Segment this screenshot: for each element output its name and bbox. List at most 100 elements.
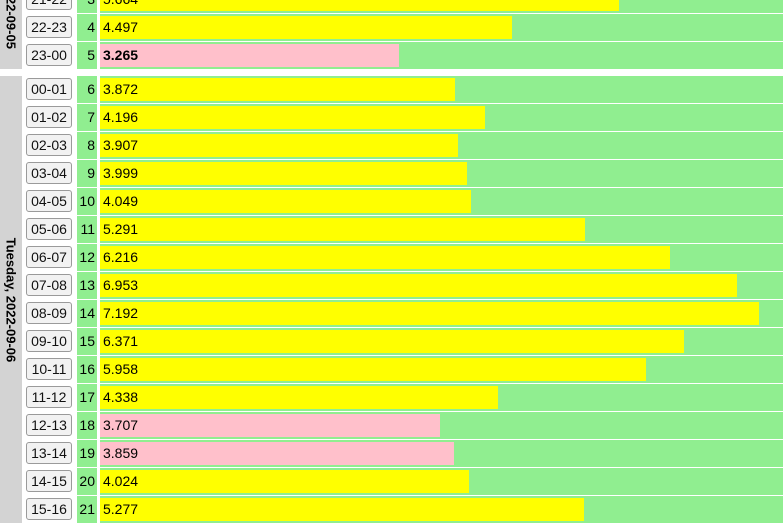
hour-row: 10-11 16 5.958 [0,356,783,384]
value-label: 3.859 [103,445,139,461]
hour-label: 01-02 [26,106,72,128]
hour-label: 11-12 [26,386,72,408]
value-bar [100,358,646,381]
hour-label: 07-08 [26,274,72,296]
hour-label: 04-05 [26,190,72,212]
bar-track: 7.192 [100,300,783,327]
value-bar [100,246,670,269]
value-label: 6.371 [103,333,139,349]
value-label: 3.907 [103,137,139,153]
bar-track: 3.999 [100,160,783,187]
value-label: 5.291 [103,221,139,237]
row-index: 18 [77,412,97,439]
row-index: 5 [77,42,97,69]
hour-row: 11-12 17 4.338 [0,384,783,412]
hour-label: 22-23 [26,16,72,38]
hour-row: 05-06 11 5.291 [0,216,783,244]
hour-row: 08-09 14 7.192 [0,300,783,328]
value-bar [100,442,454,465]
day-separator [0,71,783,76]
value-bar [100,330,684,353]
value-bar [100,106,485,129]
hour-label: 05-06 [26,218,72,240]
value-bar [100,78,455,101]
value-bar [100,498,584,521]
hour-row: 04-05 10 4.049 [0,188,783,216]
value-bar [100,162,467,185]
day-column: Tuesday, 2022-09-06 [0,76,22,523]
value-bar [100,0,619,11]
bar-track: 3.872 [100,76,783,103]
bar-track: 5.664 [100,0,783,13]
value-label: 3.265 [103,47,139,63]
row-index: 21 [77,496,97,523]
row-index: 8 [77,132,97,159]
row-index: 7 [77,104,97,131]
hour-label: 02-03 [26,134,72,156]
row-index: 19 [77,440,97,467]
value-label: 5.277 [103,501,139,517]
bar-track: 4.338 [100,384,783,411]
value-bar [100,470,469,493]
day-column: Monday, 2022-09-05 [0,0,22,69]
row-index: 16 [77,356,97,383]
bar-track: 6.216 [100,244,783,271]
bar-track: 6.371 [100,328,783,355]
row-index: 13 [77,272,97,299]
hour-label: 14-15 [26,470,72,492]
value-label: 5.664 [103,0,138,13]
bar-track: 5.277 [100,496,783,523]
hour-row: 23-00 5 3.265 [0,42,783,70]
row-index: 14 [77,300,97,327]
hour-row: 12-13 18 3.707 [0,412,783,440]
bar-track: 6.953 [100,272,783,299]
value-bar [100,44,399,67]
row-index: 15 [77,328,97,355]
bar-track: 4.049 [100,188,783,215]
row-index: 12 [77,244,97,271]
hour-row: 22-23 4 4.497 [0,14,783,42]
value-label: 4.196 [103,109,139,125]
hour-row: 09-10 15 6.371 [0,328,783,356]
hour-label: 00-01 [26,78,72,100]
row-index: 20 [77,468,97,495]
bar-track: 3.859 [100,440,783,467]
value-label: 4.024 [103,473,139,489]
hour-row: 15-16 21 5.277 [0,496,783,524]
bar-track: 3.265 [100,42,783,69]
row-index: 9 [77,160,97,187]
row-index: 17 [77,384,97,411]
value-label: 5.958 [103,361,139,377]
value-bar [100,386,498,409]
hour-label: 13-14 [26,442,72,464]
bar-track: 4.196 [100,104,783,131]
row-index: 3 [77,0,97,13]
value-label: 3.872 [103,81,139,97]
bar-track: 3.907 [100,132,783,159]
value-label: 4.497 [103,19,139,35]
hour-label: 08-09 [26,302,72,324]
value-label: 4.049 [103,193,139,209]
row-index: 10 [77,188,97,215]
hour-row: 21-22 3 5.664 [0,0,783,14]
hour-label: 15-16 [26,498,72,520]
value-label: 6.216 [103,249,139,265]
row-index: 4 [77,14,97,41]
hour-row: 03-04 9 3.999 [0,160,783,188]
value-bar [100,302,759,325]
value-label: 3.707 [103,417,139,433]
hour-label: 06-07 [26,246,72,268]
hour-row: 06-07 12 6.216 [0,244,783,272]
bar-track: 3.707 [100,412,783,439]
bar-track: 4.024 [100,468,783,495]
hour-label: 03-04 [26,162,72,184]
hour-row: 00-01 6 3.872 [0,76,783,104]
bar-track: 4.497 [100,14,783,41]
hour-row: 01-02 7 4.196 [0,104,783,132]
row-index: 11 [77,216,97,243]
value-bar [100,190,471,213]
value-bar [100,274,737,297]
value-label: 7.192 [103,305,139,321]
hour-label: 09-10 [26,330,72,352]
